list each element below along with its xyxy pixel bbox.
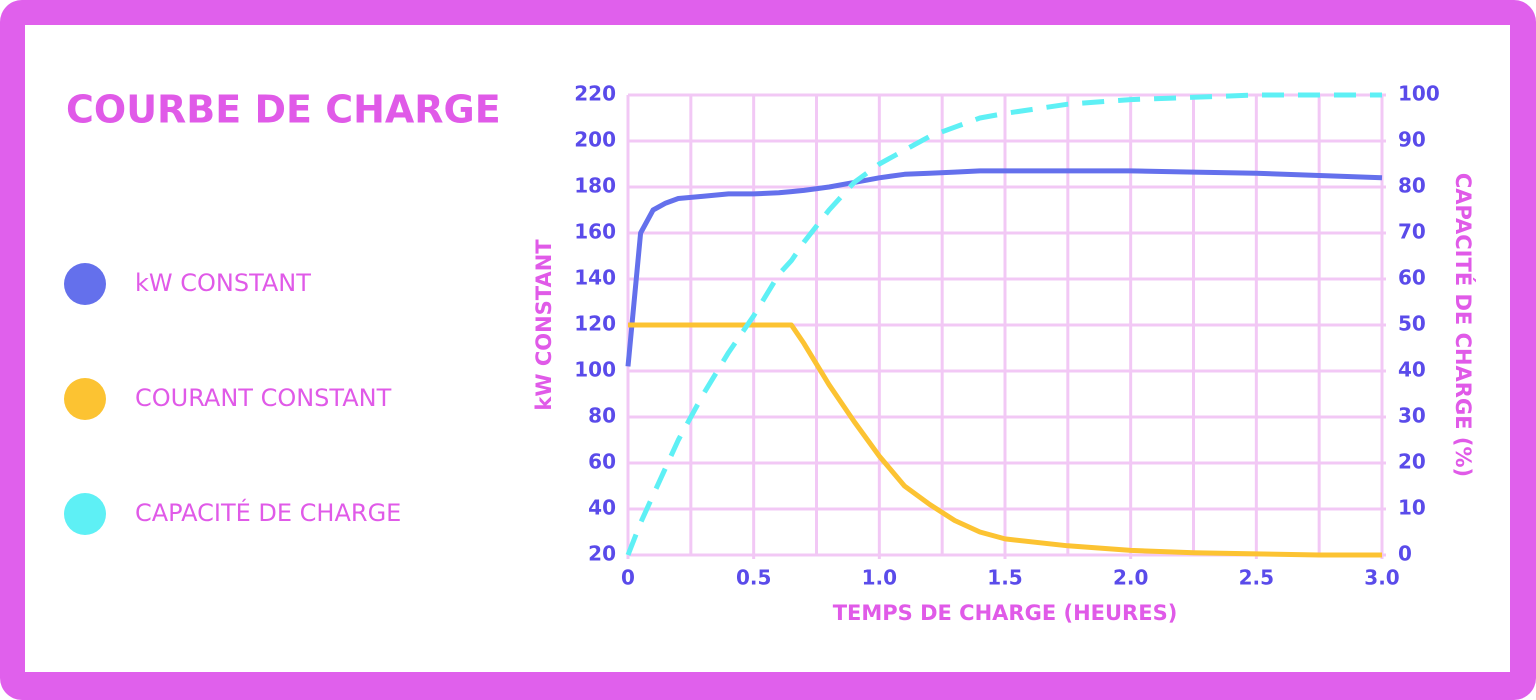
legend-marker [64, 493, 106, 535]
line-series [625, 92, 1382, 556]
legend-label: kW CONSTANT [135, 269, 311, 297]
y2-tick-label: 100 [1398, 82, 1440, 106]
y2-tick-label: 40 [1398, 358, 1426, 382]
y-tick-label: 60 [588, 450, 616, 474]
y2-tick-label: 50 [1398, 312, 1426, 336]
x-tick-label: 2.0 [1113, 566, 1148, 590]
x-tick-label: 3.0 [1364, 566, 1399, 590]
legend-label: CAPACITÉ DE CHARGE [135, 498, 401, 527]
legend-label: COURANT CONSTANT [135, 384, 392, 412]
y2-tick-label: 70 [1398, 220, 1426, 244]
line-series [628, 322, 1382, 558]
y-tick-label: 120 [574, 312, 616, 336]
y-tick-label: 20 [588, 542, 616, 566]
y2-tick-label: 90 [1398, 128, 1426, 152]
x-axis-label: TEMPS DE CHARGE (HEURES) [833, 601, 1178, 625]
y-tick-label: 100 [574, 358, 616, 382]
y-tick-label: 140 [574, 266, 616, 290]
y-axis-label: kW CONSTANT [532, 239, 556, 411]
y2-tick-label: 10 [1398, 496, 1426, 520]
y-tick-label: 200 [574, 128, 616, 152]
y2-tick-label: 20 [1398, 450, 1426, 474]
y-tick-label: 40 [588, 496, 616, 520]
y2-tick-label: 0 [1398, 542, 1412, 566]
x-tick-label: 0 [621, 566, 635, 590]
x-tick-label: 2.5 [1239, 566, 1274, 590]
y2-axis-label: CAPACITÉ DE CHARGE (%) [1451, 173, 1476, 477]
y2-tick-label: 30 [1398, 404, 1426, 428]
panel [25, 25, 1510, 672]
y2-tick-label: 60 [1398, 266, 1426, 290]
chart-title: COURBE DE CHARGE [66, 88, 501, 132]
y-tick-label: 220 [574, 82, 616, 106]
x-tick-label: 0.5 [736, 566, 771, 590]
x-tick-label: 1.5 [987, 566, 1022, 590]
y-tick-label: 160 [574, 220, 616, 244]
y-tick-label: 80 [588, 404, 616, 428]
legend-marker [64, 263, 106, 305]
legend-marker [64, 378, 106, 420]
y2-tick-label: 80 [1398, 174, 1426, 198]
y-tick-label: 180 [574, 174, 616, 198]
x-tick-label: 1.0 [862, 566, 897, 590]
